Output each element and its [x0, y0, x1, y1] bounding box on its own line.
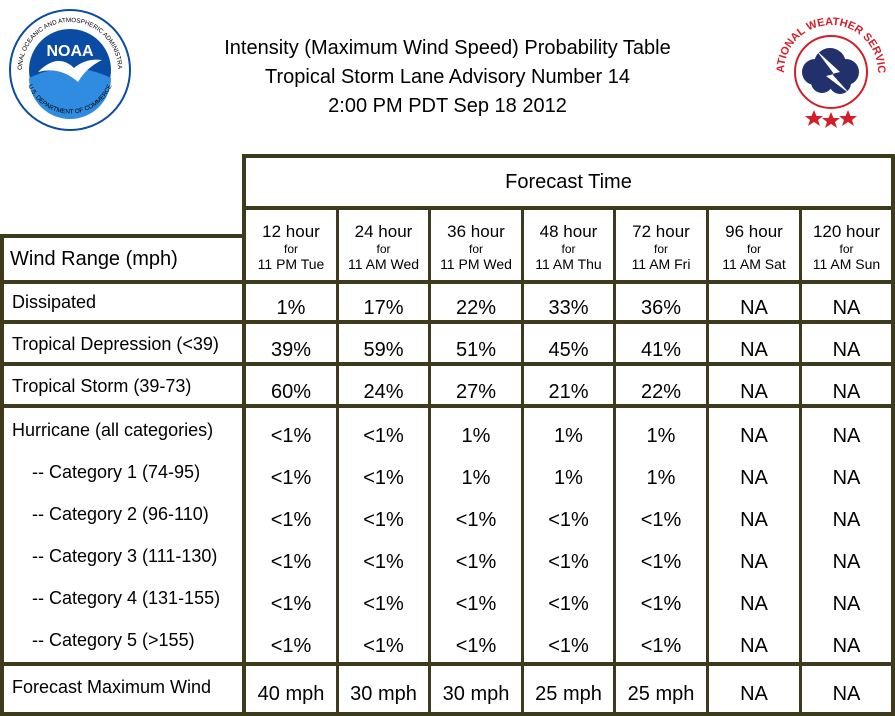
- column-hours: 24 hour: [354, 222, 413, 241]
- max-wind-label: Forecast Maximum Wind: [12, 677, 212, 697]
- column-time: 11 AM Fri: [631, 256, 691, 272]
- table-cell: NA: [802, 666, 891, 712]
- table-cell: 24%: [339, 366, 428, 404]
- table-cell: NA: [709, 666, 799, 712]
- table-cell: 40 mph: [246, 666, 336, 712]
- table-cell: NA: [709, 284, 799, 320]
- column-header: 12 hour for 11 PM Tue: [246, 210, 336, 280]
- cat3-label: -- Category 3 (111-130): [32, 546, 218, 566]
- column-hours: 12 hour: [262, 222, 320, 241]
- cat5-label: -- Category 5 (>155): [32, 630, 195, 650]
- star-icon: [839, 110, 857, 126]
- column-for: for: [283, 242, 298, 256]
- table-cell: NA: [802, 324, 891, 362]
- column-header: 120 hour for 11 AM Sun: [802, 210, 891, 280]
- cat1-label: -- Category 1 (74-95): [32, 462, 201, 482]
- depression-label: Tropical Depression (<39): [12, 334, 219, 354]
- table-cell: NA: [802, 366, 891, 404]
- hurricane-label: Hurricane (all categories): [12, 420, 214, 440]
- table-cell: 30 mph: [339, 666, 428, 712]
- dissipated-label: Dissipated: [12, 292, 97, 312]
- star-icon: [805, 110, 823, 126]
- table-cell: NA: [709, 324, 799, 362]
- noaa-logo: NOAA NATIONAL OCEANIC AND ATMOSPHERIC AD…: [6, 3, 132, 132]
- noaa-logo-text: NOAA: [46, 43, 94, 60]
- column-time: 11 AM Thu: [535, 256, 602, 272]
- cat4-label: -- Category 4 (131-155): [32, 588, 221, 608]
- blank-corner: [0, 206, 242, 234]
- row-label: Tropical Storm (39-73): [4, 366, 242, 404]
- table-cell: 59%: [339, 324, 428, 362]
- column-for: for: [468, 242, 483, 256]
- hurricane-column: NA NA NA NA NA NA: [802, 408, 891, 662]
- column-header: 24 hour for 11 AM Wed: [339, 210, 428, 280]
- column-for: for: [561, 242, 576, 256]
- column-header: 48 hour for 11 AM Thu: [524, 210, 613, 280]
- column-header: 36 hour for 11 PM Wed: [431, 210, 521, 280]
- table-cell: 25 mph: [524, 666, 613, 712]
- column-hours: 96 hour: [725, 222, 783, 241]
- storm-label: Tropical Storm (39-73): [12, 376, 192, 396]
- hurricane-label-block: Hurricane (all categories) -- Category 1…: [4, 408, 242, 662]
- table-cell: NA: [709, 366, 799, 404]
- forecast-time-header: Forecast Time: [246, 158, 891, 206]
- table-cell: 25 mph: [616, 666, 706, 712]
- table-cell: 1%: [246, 284, 336, 320]
- column-for: for: [653, 242, 668, 256]
- column-time: 11 AM Sat: [722, 256, 786, 272]
- column-for: for: [376, 242, 391, 256]
- title-line-2: Tropical Storm Lane Advisory Number 14: [265, 66, 630, 88]
- table-cell: 22%: [431, 284, 521, 320]
- lightning-icon: [816, 50, 850, 94]
- table-cell: 51%: [431, 324, 521, 362]
- hurricane-column: <1% <1% <1% <1% <1% <1%: [246, 408, 336, 662]
- title-line-1: Intensity (Maximum Wind Speed) Probabili…: [224, 37, 671, 59]
- cat2-label: -- Category 2 (96-110): [32, 504, 209, 524]
- table-cell: 45%: [524, 324, 613, 362]
- column-header: 96 hour for 11 AM Sat: [709, 210, 799, 280]
- page-title: Intensity (Maximum Wind Speed) Probabili…: [150, 34, 745, 121]
- hurricane-column: <1% <1% <1% <1% <1% <1%: [339, 408, 428, 662]
- column-time: 11 PM Wed: [440, 256, 512, 272]
- wind-range-header: Wind Range (mph): [4, 238, 242, 280]
- table-cell: 22%: [616, 366, 706, 404]
- hurricane-column: 1% 1% <1% <1% <1% <1%: [616, 408, 706, 662]
- table-cell: 36%: [616, 284, 706, 320]
- column-hours: 48 hour: [539, 222, 598, 241]
- row-label: Forecast Maximum Wind: [4, 666, 242, 712]
- table-cell: 21%: [524, 366, 613, 404]
- nws-logo: NATIONAL WEATHER SERVICE: [766, 0, 892, 130]
- row-label: Tropical Depression (<39): [4, 324, 242, 362]
- table-cell: 39%: [246, 324, 336, 362]
- column-header: 72 hour for 11 AM Fri: [616, 210, 706, 280]
- column-hours: 72 hour: [632, 222, 690, 241]
- star-icon: [822, 112, 840, 128]
- title-line-3: 2:00 PM PDT Sep 18 2012: [328, 95, 567, 117]
- table-cell: 33%: [524, 284, 613, 320]
- table-cell: 60%: [246, 366, 336, 404]
- column-time: 11 PM Tue: [257, 256, 325, 272]
- column-hours: 120 hour: [812, 222, 881, 241]
- table-cell: 17%: [339, 284, 428, 320]
- table-cell: 30 mph: [431, 666, 521, 712]
- hurricane-column: 1% 1% <1% <1% <1% <1%: [524, 408, 613, 662]
- table-cell: 27%: [431, 366, 521, 404]
- column-time: 11 AM Wed: [347, 256, 420, 272]
- column-for: for: [746, 242, 761, 256]
- hurricane-column: NA NA NA NA NA NA: [709, 408, 799, 662]
- column-for: for: [839, 242, 854, 256]
- table-cell: NA: [802, 284, 891, 320]
- table-cell: 41%: [616, 324, 706, 362]
- row-label: Dissipated: [4, 284, 242, 320]
- column-hours: 36 hour: [447, 222, 505, 241]
- hurricane-column: 1% 1% <1% <1% <1% <1%: [431, 408, 521, 662]
- column-time: 11 AM Sun: [812, 256, 881, 272]
